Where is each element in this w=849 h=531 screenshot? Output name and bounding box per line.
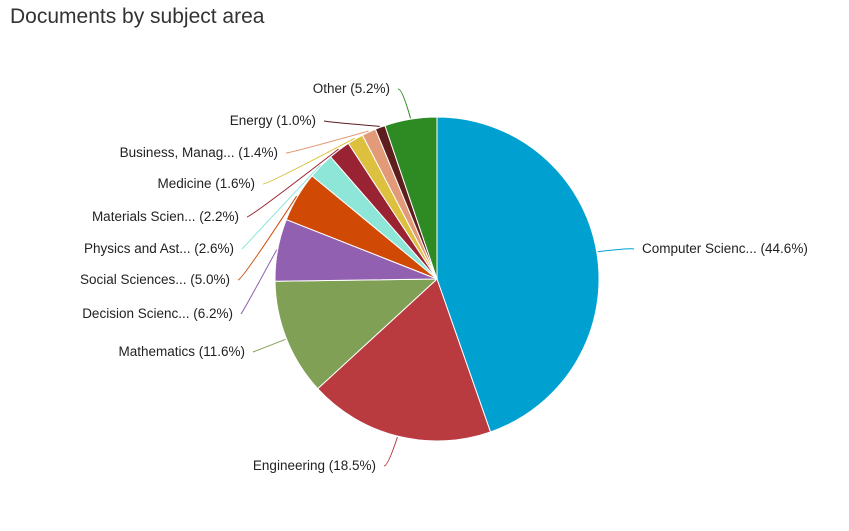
pie-leader-lines [237,88,635,467]
slice-label-medicine: Medicine (1.6%) [157,176,255,191]
leader-line-engineering [383,436,398,467]
slice-label-computer-scienc: Computer Scienc... (44.6%) [642,241,808,256]
slice-label-energy: Energy (1.0%) [230,113,316,128]
slice-label-social-sciences: Social Sciences... (5.0%) [80,272,230,287]
chart-title: Documents by subject area [10,5,265,28]
pie-labels: Computer Scienc... (44.6%) Engineering (1… [80,81,808,473]
slice-label-materials-scien: Materials Scien... (2.2%) [92,209,239,224]
leader-line-medicine [262,137,356,185]
slice-label-engineering: Engineering (18.5%) [253,458,376,473]
leader-line-computer-scienc [597,248,635,253]
leader-line-energy [323,120,380,127]
slice-label-mathematics: Mathematics (11.6%) [118,344,245,359]
leader-line-decision-scienc [240,249,278,315]
slice-label-physics-and-ast: Physics and Ast... (2.6%) [84,241,234,256]
pie-slices [274,116,600,442]
pie-slice-other[interactable] [384,116,438,280]
pie-slice-engineering[interactable] [317,278,492,442]
leader-line-physics-and-ast [241,164,321,250]
leader-line-materials-scien [246,148,339,218]
slice-label-business-manag: Business, Manag... (1.4%) [120,145,278,160]
leader-line-social-sciences [237,195,298,281]
leader-line-mathematics [252,338,286,353]
pie-slice-mathematics[interactable] [274,278,439,390]
leader-line-other [397,88,411,119]
slice-label-other: Other (5.2%) [313,81,390,96]
slice-label-decision-scienc: Decision Scienc... (6.2%) [82,306,233,321]
pie-slice-computer-scienc[interactable] [436,116,600,433]
leader-line-business-manag [285,130,369,154]
